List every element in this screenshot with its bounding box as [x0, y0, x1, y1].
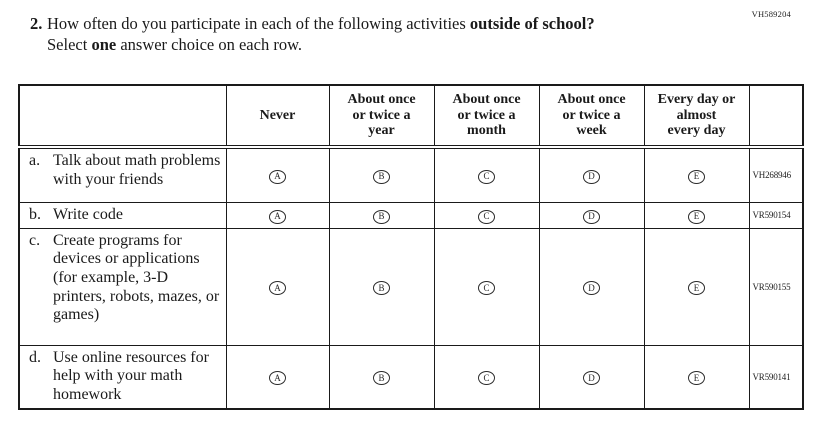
col-header-never: Never — [225, 84, 330, 149]
answer-cell: A — [225, 201, 330, 229]
answer-cell: B — [328, 146, 435, 203]
question-number: 2. — [30, 14, 43, 33]
col-header-daily: Every day or almost every day — [643, 84, 750, 149]
answer-cell: C — [433, 227, 540, 346]
row-code: VH268946 — [748, 146, 804, 203]
activity-label-cell: a. Talk about math problems with your fr… — [18, 146, 227, 203]
row-label: Talk about math problems with your frien… — [53, 152, 221, 188]
activity-label-cell: b. Write code — [18, 201, 227, 229]
col-header-week: About once or twice a week — [538, 84, 645, 149]
frequency-matrix-table: Never About once or twice a year About o… — [18, 84, 804, 410]
row-letter: a. — [29, 152, 41, 169]
answer-bubble-week[interactable]: D — [583, 371, 600, 386]
activity-label-cell: c. Create programs for devices or applic… — [18, 227, 227, 346]
answer-bubble-daily[interactable]: E — [688, 281, 705, 295]
instruction-text-part: answer choice on each row. — [116, 35, 303, 54]
answer-cell: B — [328, 201, 435, 229]
answer-cell: E — [643, 227, 750, 346]
answer-bubble-never[interactable]: A — [269, 209, 286, 224]
corner-cell — [18, 84, 227, 149]
answer-cell: A — [225, 344, 330, 410]
row-letter: b. — [29, 205, 41, 223]
answer-cell: C — [433, 344, 540, 410]
question-line-1: How often do you participate in each of … — [47, 13, 595, 34]
row-letter: c. — [29, 231, 41, 249]
question-text-part: How often do you participate in each of … — [47, 14, 470, 33]
answer-cell: E — [643, 344, 750, 410]
answer-bubble-month[interactable]: C — [478, 281, 495, 295]
answer-cell: D — [538, 201, 645, 229]
answer-cell: B — [328, 344, 435, 410]
answer-cell: B — [328, 227, 435, 346]
answer-bubble-year[interactable]: B — [373, 169, 390, 184]
answer-bubble-daily[interactable]: E — [688, 209, 705, 224]
answer-cell: C — [433, 146, 540, 203]
row-code: VR590141 — [748, 344, 804, 410]
question-text: How often do you participate in each of … — [47, 13, 595, 55]
answer-cell: A — [225, 227, 330, 346]
answer-bubble-year[interactable]: B — [373, 281, 390, 295]
answer-bubble-week[interactable]: D — [583, 281, 600, 295]
table-row-c: c. Create programs for devices or applic… — [18, 227, 804, 346]
instruction-text-part: Select — [47, 35, 92, 54]
row-code: VR590154 — [748, 201, 804, 229]
col-header-year: About once or twice a year — [328, 84, 435, 149]
answer-bubble-year[interactable]: B — [373, 371, 390, 386]
answer-bubble-month[interactable]: C — [478, 371, 495, 386]
answer-cell: D — [538, 344, 645, 410]
code-column-header — [748, 84, 804, 149]
form-code: VH589204 — [751, 9, 791, 19]
answer-bubble-year[interactable]: B — [373, 209, 390, 224]
header-row: Never About once or twice a year About o… — [18, 84, 804, 149]
table-row-d: d. Use online resources for help with yo… — [18, 344, 804, 410]
answer-bubble-month[interactable]: C — [478, 169, 495, 184]
answer-cell: D — [538, 146, 645, 203]
answer-bubble-daily[interactable]: E — [688, 169, 705, 184]
row-label: Create programs for devices or applicati… — [53, 231, 220, 324]
answer-bubble-daily[interactable]: E — [688, 371, 705, 386]
question-line-2: Select one answer choice on each row. — [47, 34, 595, 55]
answer-bubble-never[interactable]: A — [269, 169, 286, 184]
answer-cell: C — [433, 201, 540, 229]
answer-cell: A — [225, 146, 330, 203]
question-block: 2. How often do you participate in each … — [30, 13, 595, 55]
row-label: Use online resources for help with your … — [53, 348, 209, 403]
answer-bubble-never[interactable]: A — [269, 281, 286, 295]
table-row-b: b. Write code A B C D E VR590154 — [18, 201, 804, 229]
instruction-bold-word: one — [91, 35, 117, 54]
table-row-a: a. Talk about math problems with your fr… — [18, 146, 804, 203]
answer-bubble-never[interactable]: A — [269, 371, 286, 386]
row-letter: d. — [29, 348, 41, 366]
answer-bubble-week[interactable]: D — [583, 169, 600, 184]
answer-cell: E — [643, 201, 750, 229]
row-code: VR590155 — [748, 227, 804, 346]
row-label: Write code — [53, 205, 123, 223]
answer-cell: D — [538, 227, 645, 346]
answer-bubble-month[interactable]: C — [478, 209, 495, 224]
answer-bubble-week[interactable]: D — [583, 209, 600, 224]
question-bold-phrase: outside of school? — [469, 14, 595, 33]
activity-label-cell: d. Use online resources for help with yo… — [18, 344, 227, 410]
col-header-month: About once or twice a month — [433, 84, 540, 149]
answer-cell: E — [643, 146, 750, 203]
